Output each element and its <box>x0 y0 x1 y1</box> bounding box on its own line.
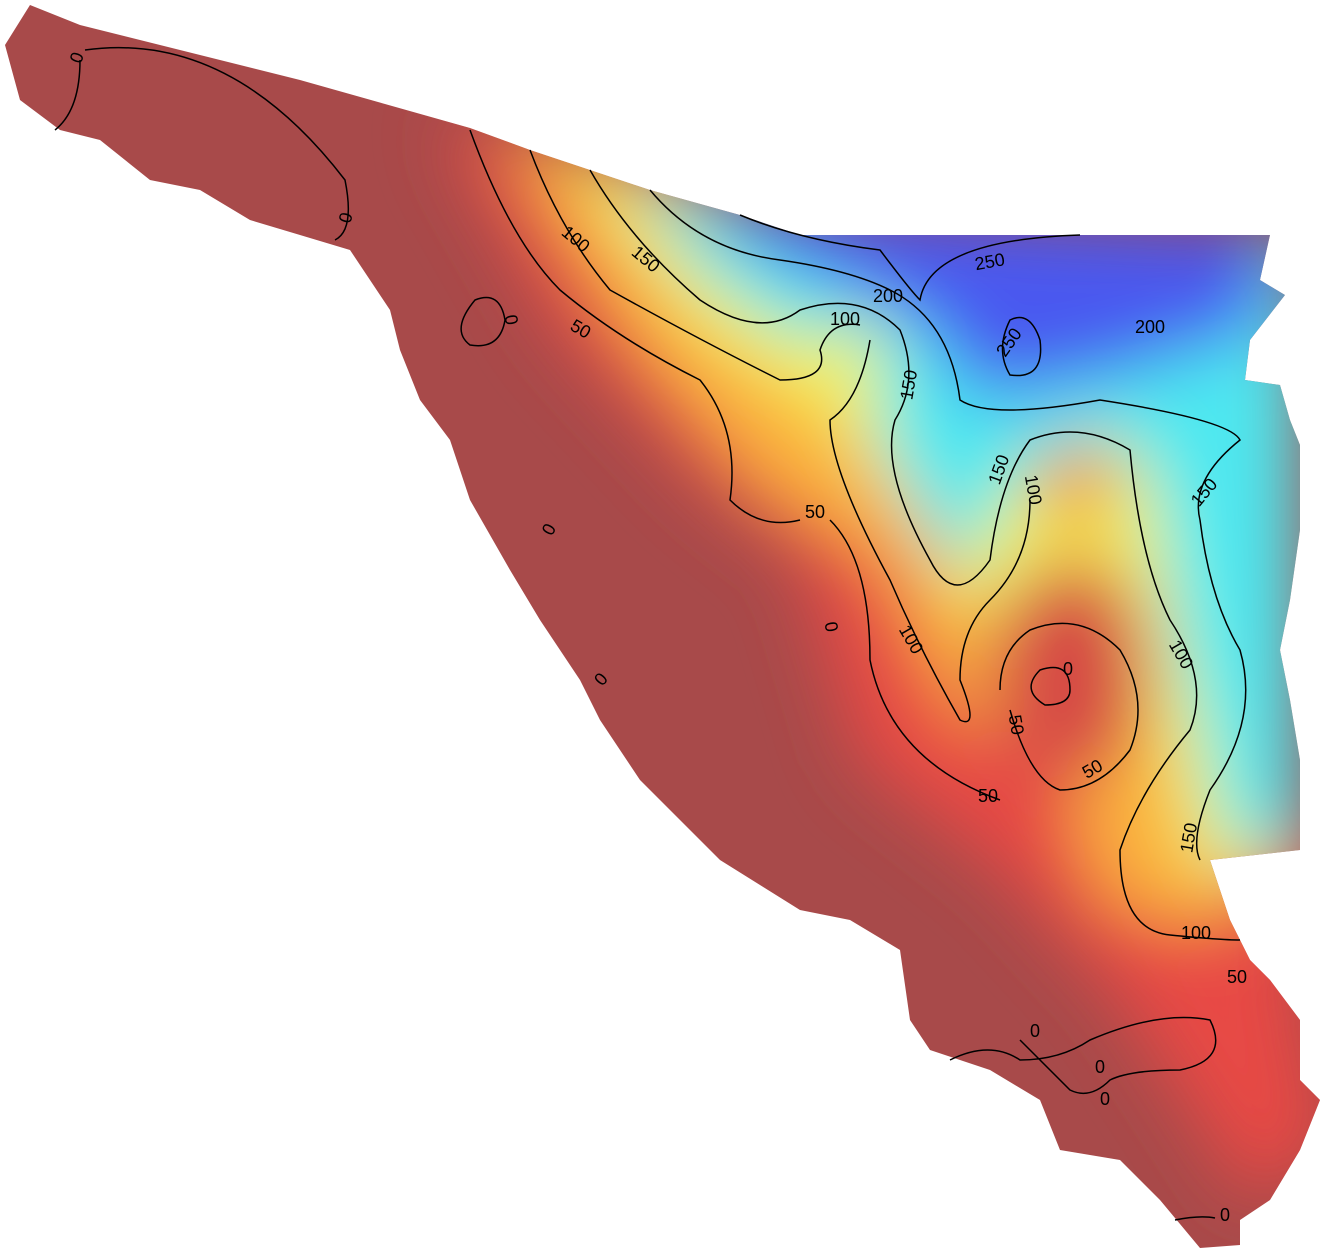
contour-label: 0 <box>1100 1089 1110 1109</box>
contour-label: 100 <box>830 309 860 329</box>
contour-label: 0 <box>1063 659 1073 679</box>
contour-line <box>739 214 1081 302</box>
contour-line <box>1030 666 1071 706</box>
contour-line <box>829 519 1001 801</box>
contour-label: 0 <box>501 313 522 326</box>
contour-label: 0 <box>335 210 357 225</box>
contour-label: 50 <box>1005 713 1028 736</box>
contour-label: 0 <box>1220 1205 1230 1225</box>
contour-line <box>829 339 1031 723</box>
contour-label: 0 <box>1030 1021 1040 1041</box>
contour-line <box>649 189 1247 861</box>
contour-label: 50 <box>1227 967 1247 987</box>
contour-line <box>1001 316 1042 377</box>
contour-label: 0 <box>821 620 842 633</box>
contour-label: 200 <box>1135 317 1165 337</box>
contour-line <box>84 46 350 241</box>
contour-line <box>460 296 506 347</box>
contour-line <box>589 169 1241 941</box>
contour-label: 100 <box>1181 923 1211 943</box>
contour-line <box>469 129 801 524</box>
contour-label: 50 <box>805 502 825 522</box>
contour-label: 0 <box>1095 1057 1105 1077</box>
contour-label: 200 <box>873 286 903 306</box>
contour-label: 50 <box>978 786 998 806</box>
contour-line <box>54 59 81 131</box>
contour-line <box>949 1016 1217 1095</box>
contour-line <box>1174 1216 1216 1221</box>
contour-line <box>529 149 861 381</box>
contour-lines <box>54 46 1247 1221</box>
contour-line <box>999 622 1139 791</box>
